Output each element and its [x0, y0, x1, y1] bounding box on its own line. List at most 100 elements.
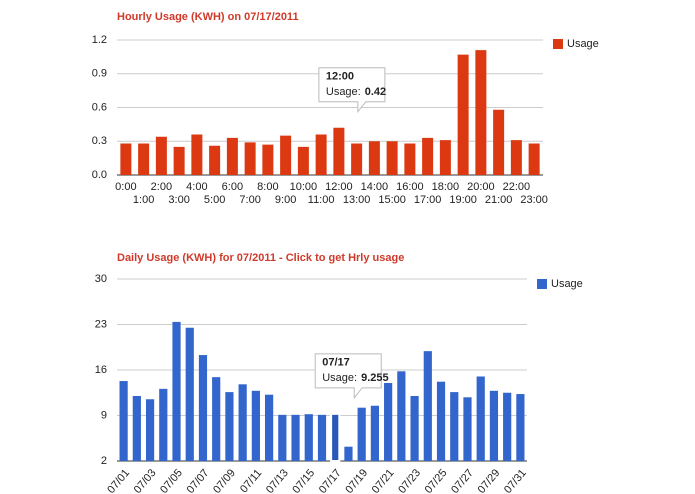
x-tick-label: 2:00 — [151, 181, 172, 193]
bar[interactable] — [145, 399, 155, 461]
x-tick-label: 07/31 — [502, 467, 529, 494]
tooltip-label: Usage: 9.255 — [322, 372, 388, 384]
x-tick-label: 17:00 — [414, 194, 442, 206]
bar[interactable] — [397, 371, 406, 461]
bar[interactable] — [238, 384, 247, 461]
bar — [510, 140, 522, 175]
bar[interactable] — [291, 414, 300, 461]
bar[interactable] — [344, 446, 353, 461]
bar[interactable] — [503, 392, 512, 461]
bar — [226, 137, 238, 175]
bar — [209, 145, 221, 175]
bar[interactable] — [410, 396, 419, 461]
bar[interactable] — [119, 381, 128, 461]
bar — [138, 143, 150, 175]
x-tick-label: 07/29 — [476, 467, 503, 494]
bar[interactable] — [317, 414, 327, 461]
bar — [173, 146, 185, 175]
bar — [120, 143, 132, 175]
bar — [404, 143, 416, 175]
y-tick-label: 1.2 — [92, 34, 107, 46]
tooltip-label-text: Usage: — [326, 86, 361, 98]
bar — [351, 143, 363, 175]
x-tick-label: 07/11 — [238, 467, 264, 494]
y-tick-label: 0.6 — [92, 101, 107, 113]
bar[interactable] — [370, 405, 380, 461]
x-tick-label: 15:00 — [378, 194, 406, 206]
tooltip-title: 12:00 — [326, 71, 354, 83]
x-tick-label: 20:00 — [467, 181, 495, 193]
x-tick-label: 10:00 — [290, 181, 318, 193]
bar — [528, 143, 540, 175]
x-tick-label: 07/15 — [290, 467, 317, 494]
bar — [280, 135, 292, 175]
tooltip-box — [314, 353, 382, 400]
y-tick-label: 2 — [101, 455, 107, 467]
x-tick-label: 11:00 — [308, 194, 335, 206]
bar[interactable] — [463, 397, 472, 461]
x-tick-label: 0:00 — [115, 181, 136, 193]
bar[interactable] — [172, 321, 181, 461]
bar — [297, 146, 309, 175]
bar — [333, 127, 345, 175]
x-tick-label: 07/07 — [185, 467, 212, 494]
x-tick-label: 4:00 — [186, 181, 207, 193]
x-tick-label: 3:00 — [168, 194, 189, 206]
bar[interactable] — [278, 414, 287, 461]
chart-title: Hourly Usage (KWH) on 07/17/2011 — [117, 11, 299, 23]
bar — [493, 109, 505, 175]
x-tick-label: 5:00 — [204, 194, 225, 206]
bar[interactable] — [436, 381, 446, 461]
legend-label: Usage — [551, 278, 583, 290]
bar[interactable] — [450, 392, 459, 461]
x-tick-label: 14:00 — [361, 181, 389, 193]
bar[interactable] — [132, 396, 141, 461]
bar[interactable] — [264, 394, 274, 461]
tooltip: 07/17 Usage: 9.255 — [314, 353, 389, 400]
x-tick-label: 07/13 — [264, 467, 291, 494]
bar[interactable] — [304, 414, 313, 461]
x-tick-label: 6:00 — [222, 181, 243, 193]
tooltip-value: 0.42 — [365, 86, 386, 98]
bar[interactable] — [330, 412, 341, 462]
y-tick-label: 0.3 — [92, 135, 107, 147]
x-tick-label: 13:00 — [343, 194, 371, 206]
bar[interactable] — [159, 388, 168, 461]
bar[interactable] — [516, 394, 525, 461]
tooltip-label: Usage: 0.42 — [326, 86, 386, 98]
bar[interactable] — [251, 390, 260, 461]
bar[interactable] — [198, 355, 208, 461]
bar — [244, 142, 256, 175]
bar[interactable] — [384, 383, 393, 461]
legend-swatch — [537, 279, 547, 289]
bar — [439, 140, 451, 175]
bar[interactable] — [423, 351, 432, 461]
bar[interactable] — [489, 390, 499, 461]
legend-label: Usage — [567, 38, 599, 50]
bar — [155, 136, 167, 175]
x-tick-label: 8:00 — [257, 181, 278, 193]
y-tick-label: 30 — [95, 273, 107, 285]
x-tick-label: 07/19 — [343, 467, 370, 494]
x-tick-label: 16:00 — [396, 181, 424, 193]
bar — [315, 134, 327, 175]
bar — [262, 144, 274, 175]
bar[interactable] — [357, 407, 366, 461]
bar[interactable] — [225, 392, 234, 461]
bar[interactable] — [476, 376, 485, 462]
y-tick-label: 23 — [95, 318, 107, 330]
x-tick-label: 07/23 — [396, 467, 423, 494]
y-tick-label: 0.0 — [92, 169, 107, 181]
x-tick-label: 21:00 — [485, 194, 513, 206]
x-tick-label: 7:00 — [239, 194, 260, 206]
bar[interactable] — [212, 377, 221, 461]
bar[interactable] — [185, 327, 194, 461]
bar — [422, 137, 434, 175]
bar — [457, 54, 469, 175]
x-tick-label: 1:00 — [133, 194, 154, 206]
x-tick-label: 22:00 — [503, 181, 531, 193]
x-tick-label: 07/03 — [132, 467, 159, 494]
x-tick-label: 07/05 — [158, 467, 185, 494]
legend-swatch — [553, 39, 563, 49]
